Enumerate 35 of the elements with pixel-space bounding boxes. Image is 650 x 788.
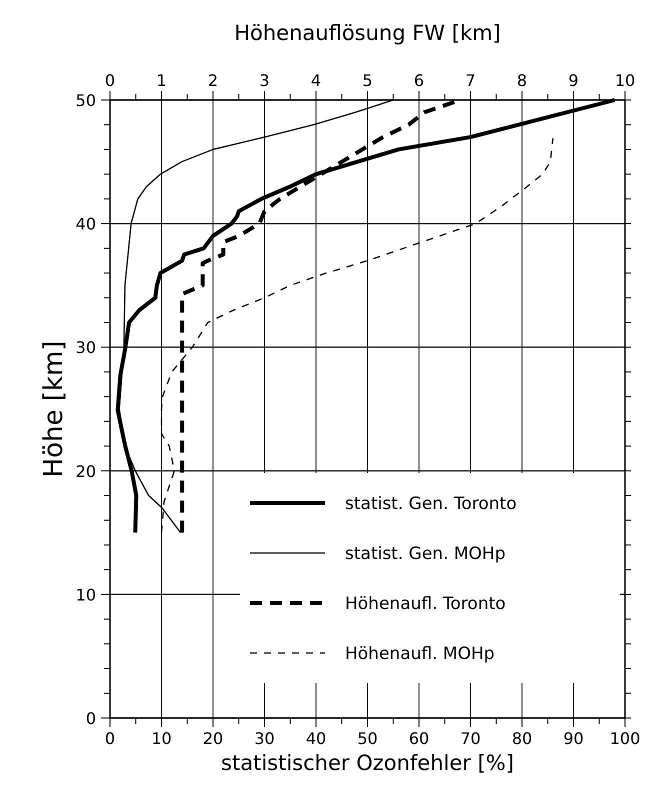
x2-tick-label: 2: [208, 71, 218, 90]
x2-tick-label: 7: [465, 71, 476, 90]
x2-tick-label: 10: [614, 71, 636, 90]
x-tick-label: 90: [563, 729, 584, 748]
x-tick-label: 0: [104, 729, 116, 748]
legend-label: statist. Gen. MOHp: [345, 544, 506, 564]
x-tick-label: 30: [254, 729, 275, 748]
x2-tick-label: 4: [310, 71, 322, 90]
y-axis-title: Höhe [km]: [39, 340, 69, 478]
x-tick-label: 100: [610, 729, 640, 748]
legend-label: statist. Gen. Toronto: [345, 494, 517, 514]
x2-tick-label: 5: [362, 71, 373, 90]
legend-label: Höhenaufl. Toronto: [345, 594, 506, 614]
x2-tick-label: 3: [259, 71, 270, 90]
x-tick-label: 20: [202, 729, 224, 748]
y-tick-label: 20: [76, 462, 96, 481]
legend-label: Höhenaufl. MOHp: [345, 644, 495, 664]
x-tick-label: 60: [408, 729, 430, 748]
x-axis-title: statistischer Ozonfehler [%]: [221, 751, 514, 775]
x2-tick-label: 6: [414, 71, 424, 90]
y-tick-label: 10: [76, 585, 96, 604]
x-tick-label: 70: [460, 729, 481, 748]
x2-tick-label: 8: [516, 71, 528, 90]
y-tick-label: 0: [86, 709, 96, 728]
y-tick-label: 50: [76, 91, 96, 110]
x-tick-label: 40: [306, 729, 326, 748]
y-tick-label: 40: [76, 214, 96, 234]
x-tick-label: 10: [151, 729, 172, 748]
x2-tick-label: 9: [568, 71, 579, 90]
x-tick-label: 50: [357, 729, 378, 748]
x-tick-label: 80: [512, 729, 532, 748]
x2-tick-label: 1: [156, 71, 167, 90]
x2-tick-label: 0: [104, 71, 116, 90]
y-tick-label: 30: [76, 338, 96, 358]
x2-axis-title: Höhenauflösung FW [km]: [234, 21, 501, 45]
